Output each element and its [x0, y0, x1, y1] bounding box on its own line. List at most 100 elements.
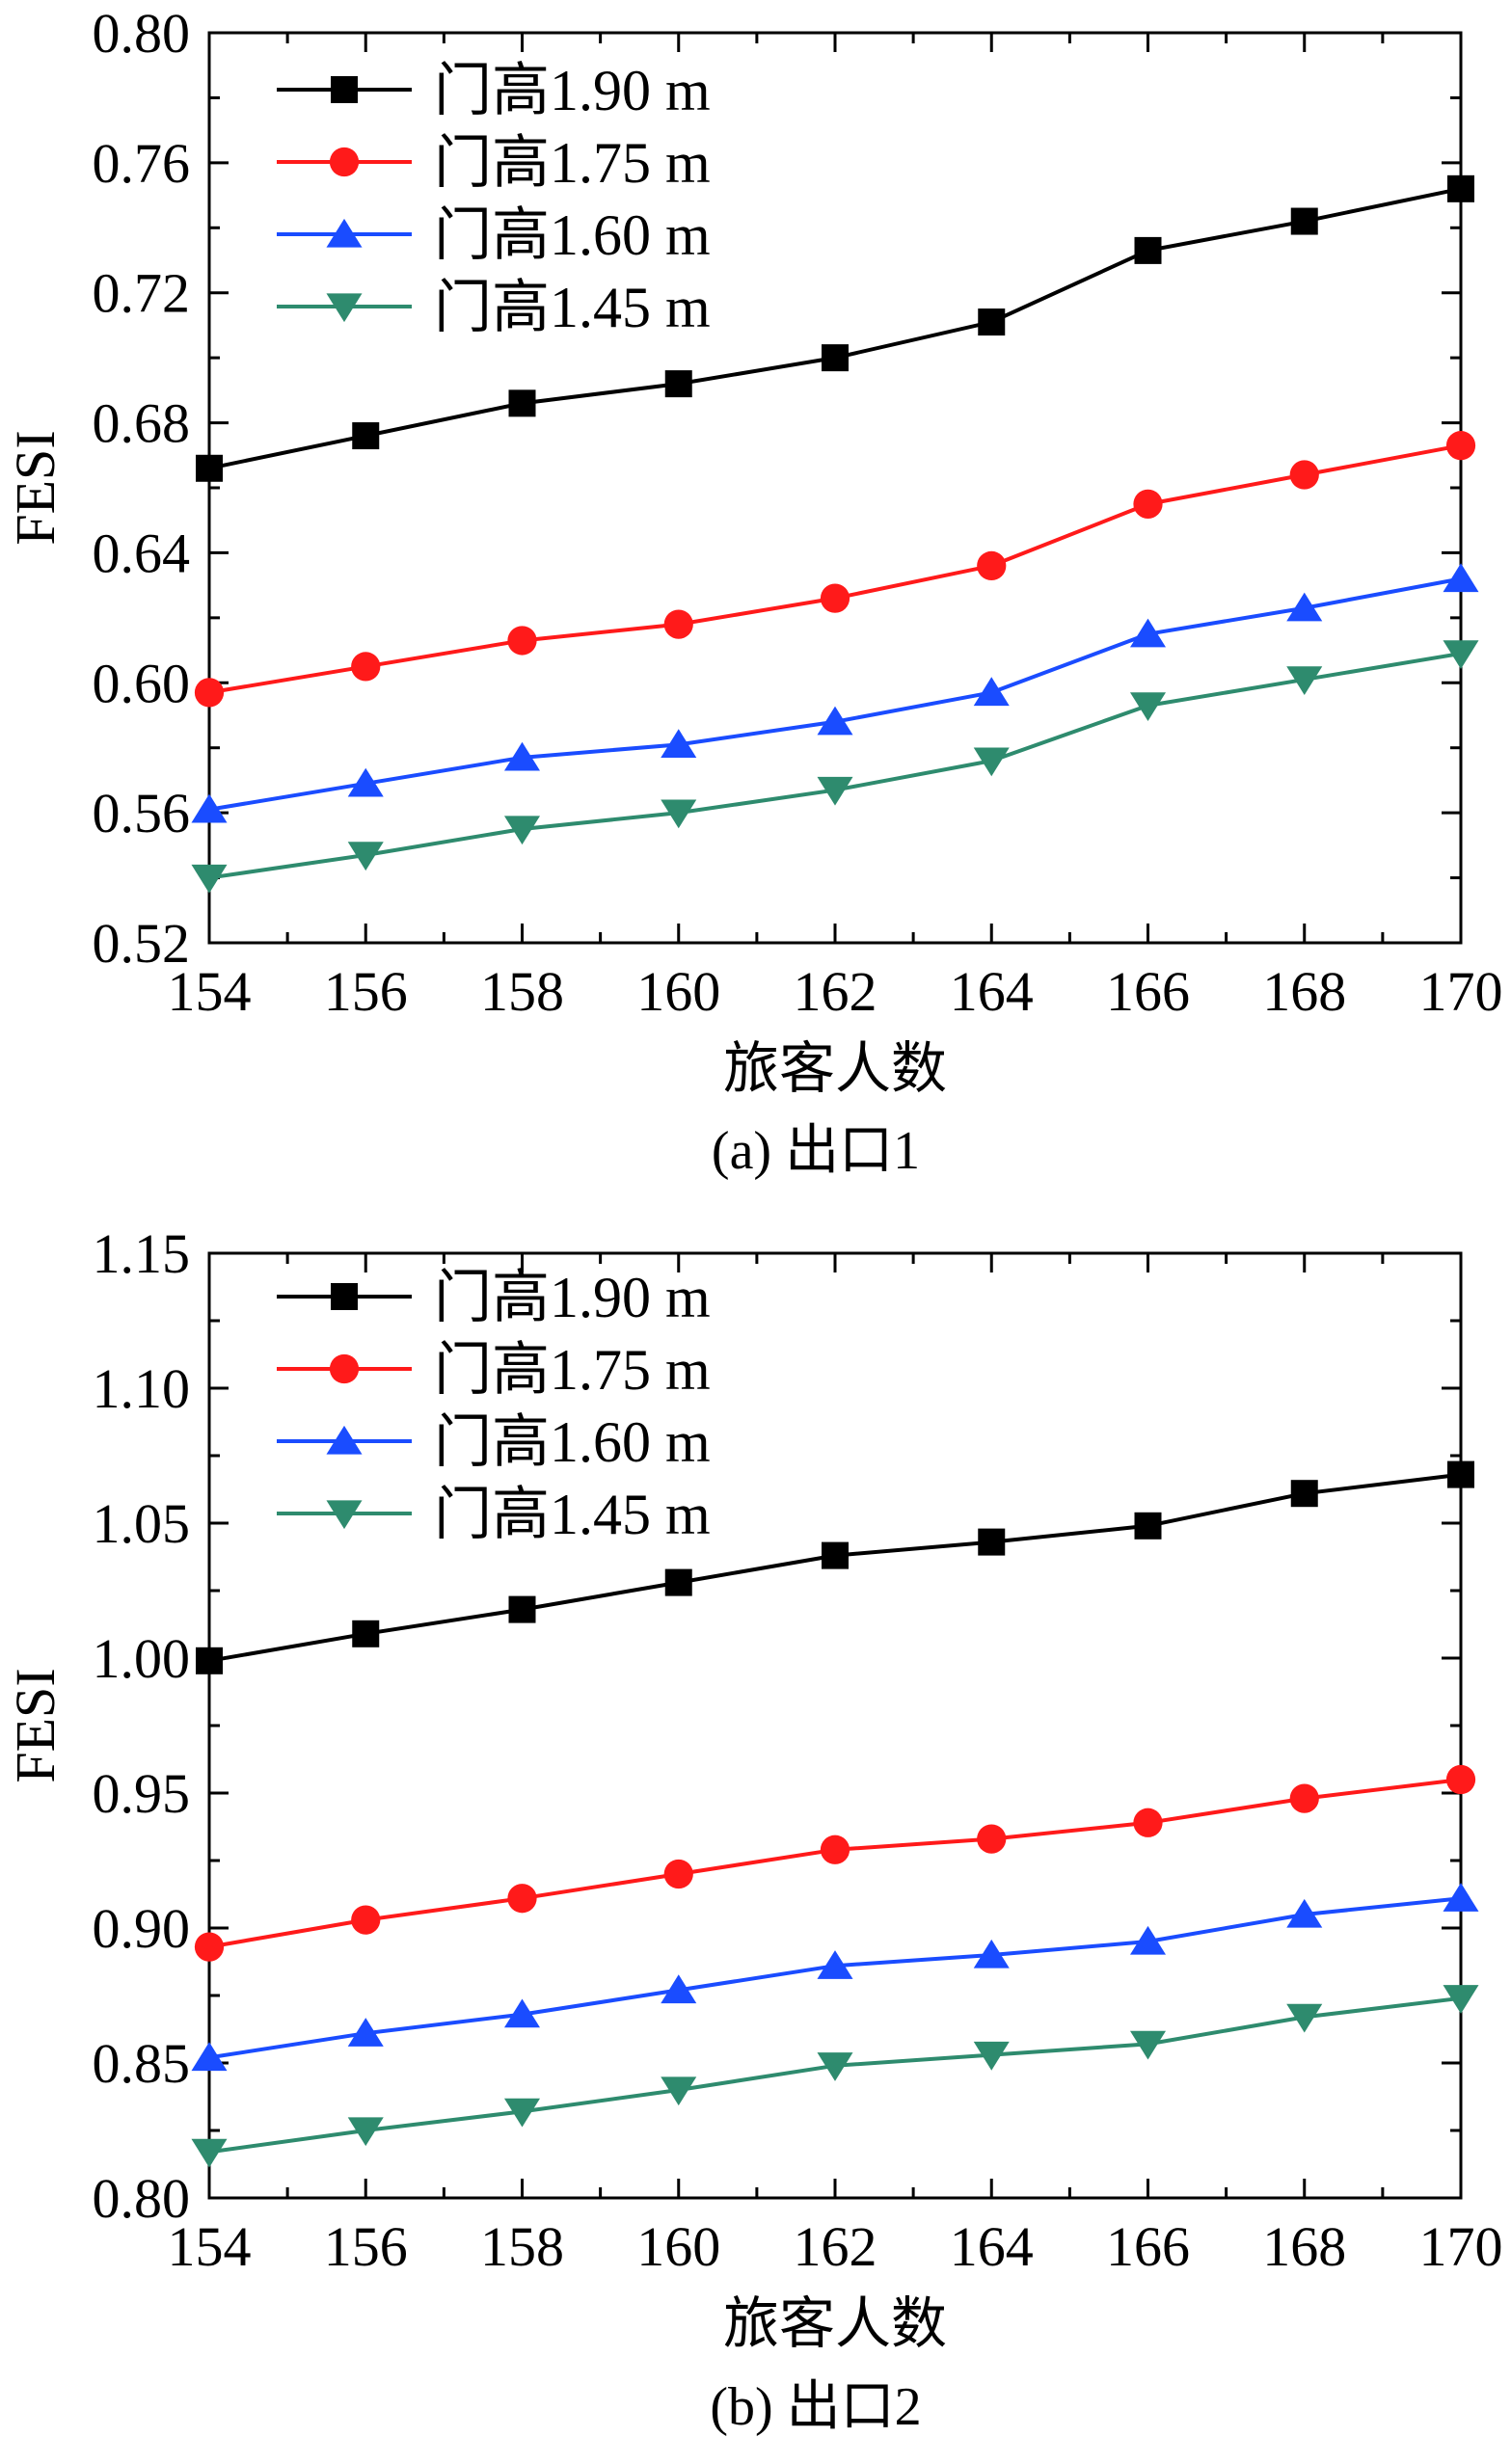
- chart-b-legend-marker: [326, 1425, 363, 1455]
- chart-a-series-1-line: [208, 186, 1462, 470]
- chart-b-legend-label: 门高1.45 m: [434, 1483, 711, 1546]
- chart-a-series-2-point: [663, 609, 693, 639]
- chart-b-y-tick-label: 1.05: [93, 1492, 191, 1555]
- chart-a-series-3-point: [347, 767, 384, 797]
- chart-a-series-3-point: [1443, 563, 1479, 593]
- chart-a-y-tick-label: 0.52: [93, 912, 191, 975]
- chart-b-series-2-point: [507, 1884, 537, 1914]
- chart-a-legend-label: 门高1.45 m: [434, 276, 711, 339]
- chart-a-legend-label: 门高1.90 m: [434, 59, 711, 122]
- chart-b-series-4-point: [1129, 2030, 1167, 2060]
- chart-a-series-4-point: [817, 776, 853, 806]
- chart-a-y-axis-title: FESI: [4, 430, 67, 545]
- chart-a-x-tick-label: 162: [794, 960, 877, 1023]
- chart-a-series-3-point: [661, 729, 697, 759]
- chart-b-series-3-point: [817, 1950, 853, 1979]
- chart-a-caption: (a) 出口1: [712, 1121, 920, 1181]
- chart-b-x-axis-title: 旅客人数: [723, 2292, 947, 2355]
- chart-a-legend-marker: [331, 76, 358, 103]
- chart-b-series-1-point: [1447, 1460, 1474, 1488]
- chart-a-y-tick-label: 0.68: [93, 392, 191, 455]
- chart-a-series-2-line: [208, 443, 1462, 695]
- chart-b-x-tick-label: 156: [324, 2215, 408, 2278]
- chart-a-series-2-point: [1289, 460, 1319, 490]
- chart-a-series-4-point: [1443, 640, 1479, 670]
- chart-a-plot-frame: [207, 31, 1463, 945]
- chart-a-series-4-point: [191, 864, 228, 894]
- chart-a-y-tick-label: 0.76: [93, 132, 191, 195]
- chart-a-x-tick-label: 168: [1262, 960, 1346, 1023]
- chart-b-series-3-point: [1129, 1925, 1167, 1955]
- chart-b-y-tick-label: 1.10: [93, 1357, 191, 1420]
- chart-a-series-3: [191, 563, 1479, 823]
- chart-b-legend-marker: [329, 1353, 360, 1384]
- chart-a: 154 156 158 160 162 164 166 168 170 0.52 0.56 0.60 0…: [4, 2, 1503, 1181]
- chart-b-y-tick-label: 0.95: [93, 1762, 191, 1825]
- chart-b-y-tick-label: 0.90: [93, 1897, 191, 1960]
- chart-a-series-1-point: [1290, 207, 1318, 235]
- chart-b-series-4-point: [347, 2117, 384, 2147]
- chart-a-series-2-point: [1445, 431, 1476, 461]
- chart-b-series-3-point: [503, 1998, 541, 2028]
- chart-b-y-tick-label: 0.85: [93, 2032, 191, 2095]
- chart-b-x-tick-label: 168: [1262, 2215, 1346, 2278]
- chart-a-series-1-point: [822, 344, 849, 372]
- chart-b-x-tick-label: 162: [794, 2215, 877, 2278]
- chart-a-x-axis-title: 旅客人数: [723, 1037, 947, 1100]
- chart-b-series-2-point: [1445, 1764, 1476, 1795]
- chart-a-series-3-point: [1286, 592, 1323, 622]
- chart-b-legend-label: 门高1.60 m: [434, 1410, 711, 1474]
- chart-a-series-1-point: [352, 422, 380, 450]
- chart-b-series-1-point: [978, 1528, 1006, 1556]
- chart-b-legend: 门高1.90 m 门高1.75 m 门高1.60 m 门高1.45 m: [277, 1266, 711, 1546]
- chart-b-series-2-point: [194, 1932, 225, 1962]
- chart-a-series-3-point: [191, 793, 228, 823]
- chart-b-series-2-point: [1289, 1783, 1319, 1813]
- chart-a-series-1-point: [664, 370, 692, 398]
- chart-b-y-tick-label: 1.15: [93, 1222, 191, 1285]
- chart-b-series-1-point: [822, 1541, 849, 1569]
- chart-b-x-tick-label: 158: [480, 2215, 564, 2278]
- chart-b-series-1-point: [1134, 1512, 1162, 1540]
- chart-a-legend-label: 门高1.75 m: [434, 131, 711, 195]
- chart-a-series-1: [196, 174, 1474, 482]
- chart-a-series-4: [191, 640, 1479, 894]
- chart-a-series-1-point: [1134, 236, 1162, 264]
- chart-a-series-4-point: [1129, 692, 1167, 721]
- chart-b-series-3-point: [973, 1939, 1010, 1969]
- chart-b-series-2-point: [1133, 1808, 1163, 1837]
- chart-a-y-tick-label: 0.80: [93, 2, 191, 65]
- chart-b-series-3-point: [347, 2018, 384, 2047]
- chart-b-series-4-point: [1286, 2003, 1323, 2033]
- chart-b-y-axis-title: FESI: [4, 1668, 67, 1782]
- chart-b-legend-marker: [331, 1283, 358, 1310]
- chart-a-x-tick-label: 170: [1419, 960, 1503, 1023]
- chart-b-x-tick-label: 154: [168, 2215, 252, 2278]
- chart-a-series-4-point: [661, 799, 697, 829]
- chart-b-series-1-point: [664, 1568, 692, 1596]
- chart-a-series-2-point: [351, 652, 381, 682]
- chart-a-series-4-point: [503, 816, 541, 845]
- chart-a-series-3-point: [973, 677, 1010, 707]
- chart-b-x-tick-label: 170: [1419, 2215, 1503, 2278]
- chart-a-series-4-line: [208, 651, 1462, 880]
- chart-a-y-tick-label: 0.56: [93, 782, 191, 844]
- chart-a-x-tick-label: 156: [324, 960, 408, 1023]
- chart-a-series-2-point: [507, 626, 537, 656]
- chart-a-series-3-point: [1129, 618, 1167, 648]
- chart-b-series-2-point: [977, 1824, 1007, 1854]
- chart-a-y-tick-label: 0.64: [93, 522, 191, 584]
- chart-b-series-3-point: [1286, 1898, 1323, 1928]
- chart-b-series-3-point: [1443, 1883, 1479, 1912]
- chart-a-y-tick-label: 0.72: [93, 262, 191, 325]
- chart-b-x-tick-label: 160: [636, 2215, 720, 2278]
- chart-b-series-2-point: [351, 1905, 381, 1935]
- chart-b-series-1-point: [352, 1620, 380, 1647]
- chart-b-caption: (b) 出口2: [710, 2377, 921, 2437]
- chart-a-x-tick-label: 160: [636, 960, 720, 1023]
- chart-b-series-4-point: [503, 2098, 541, 2128]
- chart-b-y-tick-label: 0.80: [93, 2167, 191, 2230]
- chart-a-series-1-point: [196, 454, 223, 482]
- chart-a-series-1-point: [978, 308, 1006, 336]
- chart-a-series-4-point: [973, 747, 1010, 777]
